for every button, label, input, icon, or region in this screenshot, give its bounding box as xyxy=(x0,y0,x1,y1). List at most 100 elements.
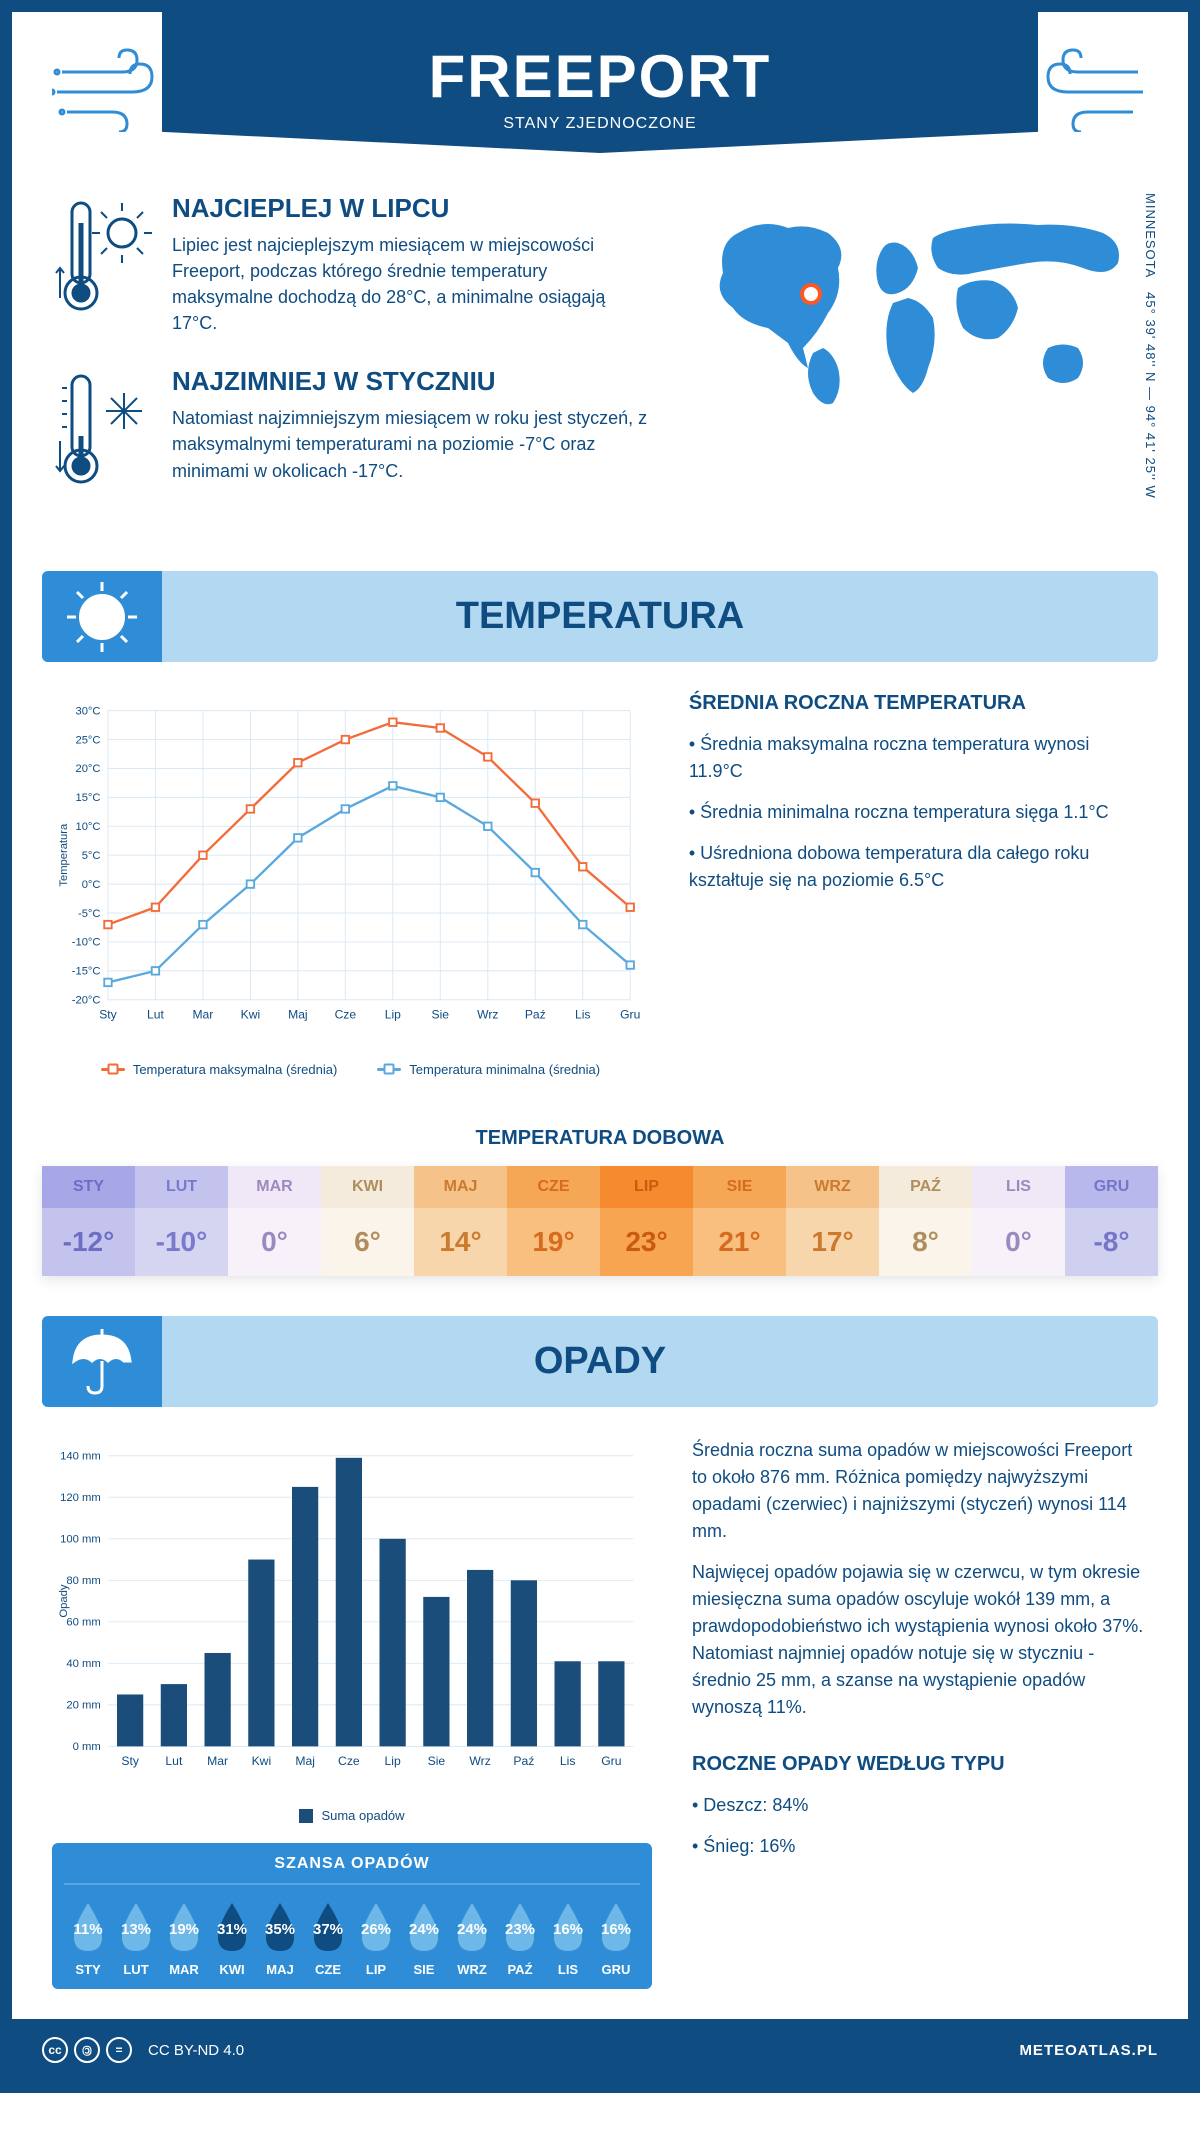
temperature-line-chart: -20°C -15°C -10°C -5°C 0°C 5°C 10°C 15°C 20°C 25°… xyxy=(52,692,649,1076)
svg-text:Mar: Mar xyxy=(192,1008,213,1022)
city-title: FREEPORT xyxy=(182,42,1018,111)
rain-drop: 35%MAJ xyxy=(256,1899,304,1977)
precipitation-bar-chart: 0 mm 20 mm 40 mm 60 mm 80 mm 100 mm 120 mm 140 … xyxy=(52,1437,652,1989)
rain-drop: 26%LIP xyxy=(352,1899,400,1977)
svg-text:20°C: 20°C xyxy=(75,764,100,776)
license-badge: cc🄯= CC BY-ND 4.0 xyxy=(42,2037,244,2063)
legend-min: Temperatura minimalna (średnia) xyxy=(377,1062,600,1077)
svg-text:100 mm: 100 mm xyxy=(60,1533,101,1545)
temp-cell: PAŹ8° xyxy=(879,1166,972,1276)
svg-text:Lis: Lis xyxy=(560,1754,576,1768)
svg-text:Temperatura: Temperatura xyxy=(58,823,70,887)
location-pin-icon xyxy=(800,283,822,305)
temp-cell: LIS0° xyxy=(972,1166,1065,1276)
coldest-text: Natomiast najzimniejszym miesiącem w rok… xyxy=(172,405,648,483)
temperature-section-header: TEMPERATURA xyxy=(42,571,1158,662)
svg-text:Sty: Sty xyxy=(99,1008,117,1022)
page-header: FREEPORT STANY ZJEDNOCZONE xyxy=(162,12,1038,153)
svg-text:0 mm: 0 mm xyxy=(73,1741,101,1753)
svg-text:Opady: Opady xyxy=(58,1584,70,1618)
intro-section: NAJCIEPLEJ W LIPCU Lipiec jest najcieple… xyxy=(12,153,1188,551)
svg-text:5°C: 5°C xyxy=(82,850,101,862)
rain-drop: 37%CZE xyxy=(304,1899,352,1977)
svg-text:Cze: Cze xyxy=(335,1008,357,1022)
precipitation-section-header: OPADY xyxy=(42,1316,1158,1407)
svg-text:-5°C: -5°C xyxy=(78,908,101,920)
svg-text:Paź: Paź xyxy=(513,1754,534,1768)
hottest-block: NAJCIEPLEJ W LIPCU Lipiec jest najcieple… xyxy=(52,193,648,336)
svg-text:-10°C: -10°C xyxy=(72,937,101,949)
daily-temp-title: TEMPERATURA DOBOWA xyxy=(12,1127,1188,1150)
svg-text:Kwi: Kwi xyxy=(241,1008,261,1022)
sun-icon xyxy=(42,571,162,662)
svg-text:Sty: Sty xyxy=(121,1754,140,1768)
temp-cell: WRZ17° xyxy=(786,1166,879,1276)
svg-text:Gru: Gru xyxy=(601,1754,621,1768)
temperature-annual-text: ŚREDNIA ROCZNA TEMPERATURA • Średnia mak… xyxy=(689,692,1148,1076)
rain-chance-panel: SZANSA OPADÓW 11%STY13%LUT19%MAR31%KWI35… xyxy=(52,1843,652,1989)
temp-cell: KWI6° xyxy=(321,1166,414,1276)
rain-drop: 23%PAŹ xyxy=(496,1899,544,1977)
svg-text:Lip: Lip xyxy=(385,1008,401,1022)
temp-cell: SIE21° xyxy=(693,1166,786,1276)
site-name: METEOATLAS.PL xyxy=(1019,2042,1158,2059)
daily-temp-table: STY-12°LUT-10°MAR0°KWI6°MAJ14°CZE19°LIP2… xyxy=(42,1166,1158,1276)
svg-text:Mar: Mar xyxy=(207,1754,228,1768)
svg-text:140 mm: 140 mm xyxy=(60,1450,101,1462)
svg-text:0°C: 0°C xyxy=(82,879,101,891)
thermometer-snowflake-icon xyxy=(52,366,152,501)
svg-text:Lip: Lip xyxy=(385,1754,401,1768)
temp-cell: LUT-10° xyxy=(135,1166,228,1276)
temp-cell: STY-12° xyxy=(42,1166,135,1276)
svg-text:15°C: 15°C xyxy=(75,792,100,804)
svg-text:10°C: 10°C xyxy=(75,821,100,833)
svg-text:Lis: Lis xyxy=(575,1008,590,1022)
thermometer-sun-icon xyxy=(52,193,152,336)
rain-drop: 11%STY xyxy=(64,1899,112,1977)
temp-cell: MAJ14° xyxy=(414,1166,507,1276)
world-map: MINNESOTA 45° 39' 48'' N — 94° 41' 25'' … xyxy=(688,193,1148,531)
rain-drop: 16%LIS xyxy=(544,1899,592,1977)
svg-text:Lut: Lut xyxy=(165,1754,183,1768)
legend-precip: Suma opadów xyxy=(299,1808,404,1823)
rain-drop: 19%MAR xyxy=(160,1899,208,1977)
temp-cell: LIP23° xyxy=(600,1166,693,1276)
svg-text:Cze: Cze xyxy=(338,1754,360,1768)
svg-text:Kwi: Kwi xyxy=(252,1754,272,1768)
coldest-title: NAJZIMNIEJ W STYCZNIU xyxy=(172,366,648,397)
umbrella-icon xyxy=(42,1316,162,1407)
svg-text:30°C: 30°C xyxy=(75,706,100,718)
svg-text:60 mm: 60 mm xyxy=(66,1616,100,1628)
temp-cell: GRU-8° xyxy=(1065,1166,1158,1276)
svg-text:Wrz: Wrz xyxy=(469,1754,490,1768)
rain-drop: 31%KWI xyxy=(208,1899,256,1977)
page-footer: cc🄯= CC BY-ND 4.0 METEOATLAS.PL xyxy=(12,2019,1188,2081)
wind-icon xyxy=(1028,42,1148,137)
svg-text:20 mm: 20 mm xyxy=(66,1699,100,1711)
svg-text:Maj: Maj xyxy=(295,1754,315,1768)
legend-max: Temperatura maksymalna (średnia) xyxy=(101,1062,337,1077)
coordinates-label: MINNESOTA 45° 39' 48'' N — 94° 41' 25'' … xyxy=(1143,193,1158,499)
country-subtitle: STANY ZJEDNOCZONE xyxy=(182,115,1018,133)
svg-text:120 mm: 120 mm xyxy=(60,1492,101,1504)
svg-text:25°C: 25°C xyxy=(75,735,100,747)
coldest-block: NAJZIMNIEJ W STYCZNIU Natomiast najzimni… xyxy=(52,366,648,501)
svg-text:-15°C: -15°C xyxy=(72,966,101,978)
svg-text:40 mm: 40 mm xyxy=(66,1658,100,1670)
svg-text:Sie: Sie xyxy=(428,1754,446,1768)
rain-drop: 24%SIE xyxy=(400,1899,448,1977)
hottest-title: NAJCIEPLEJ W LIPCU xyxy=(172,193,648,224)
svg-text:Wrz: Wrz xyxy=(477,1008,498,1022)
svg-text:Maj: Maj xyxy=(288,1008,308,1022)
rain-drop: 13%LUT xyxy=(112,1899,160,1977)
precipitation-text: Średnia roczna suma opadów w miejscowośc… xyxy=(692,1437,1148,1989)
rain-drop: 24%WRZ xyxy=(448,1899,496,1977)
temp-cell: MAR0° xyxy=(228,1166,321,1276)
svg-text:80 mm: 80 mm xyxy=(66,1575,100,1587)
hottest-text: Lipiec jest najcieplejszym miesiącem w m… xyxy=(172,232,648,336)
svg-text:Gru: Gru xyxy=(620,1008,640,1022)
wind-icon xyxy=(52,42,172,137)
svg-text:Paź: Paź xyxy=(525,1008,546,1022)
temp-cell: CZE19° xyxy=(507,1166,600,1276)
svg-text:-20°C: -20°C xyxy=(72,995,101,1007)
